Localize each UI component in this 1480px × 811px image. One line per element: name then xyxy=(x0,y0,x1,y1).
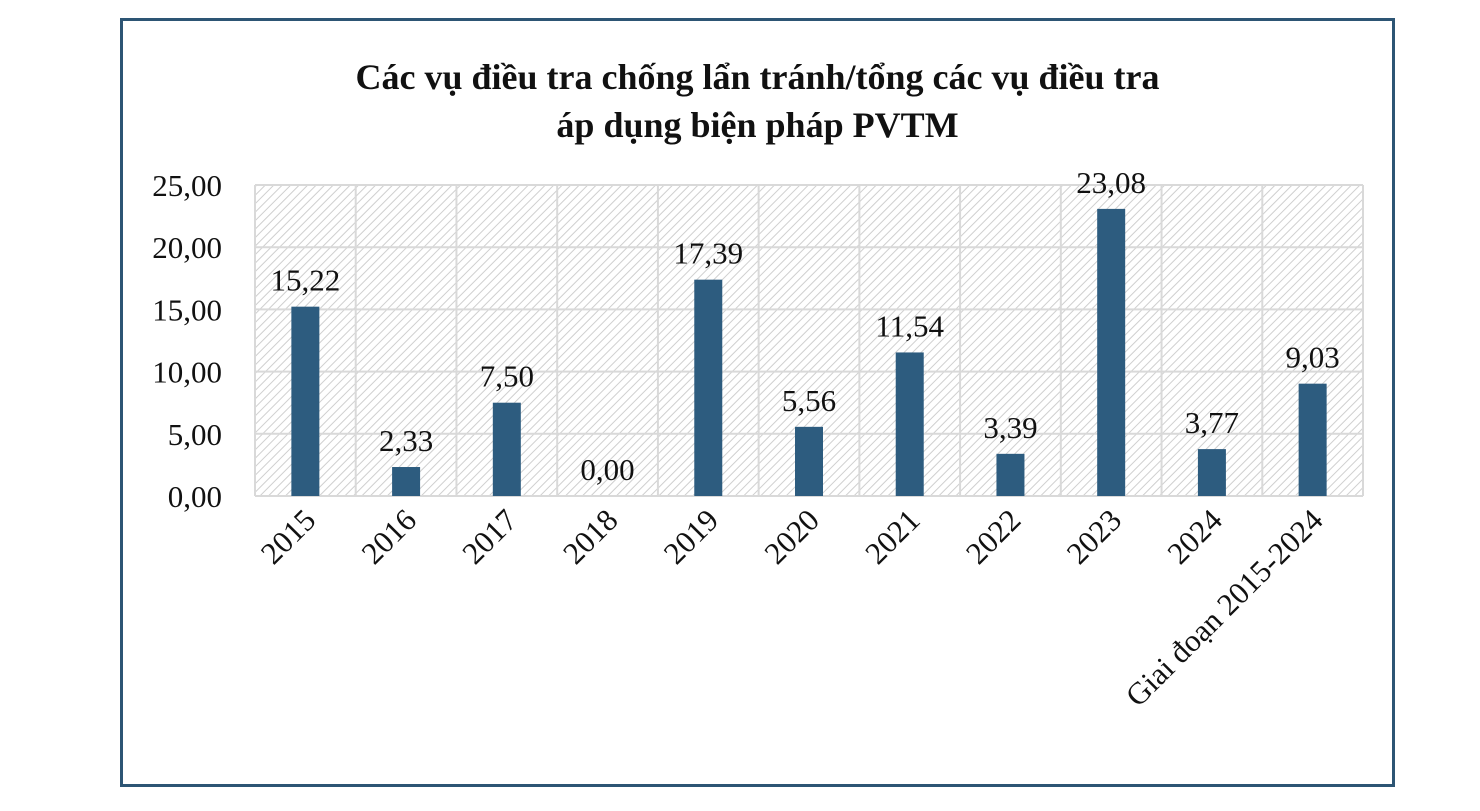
y-tick-label: 10,00 xyxy=(152,355,222,390)
data-label-2020: 5,56 xyxy=(782,383,836,418)
data-label-2017: 7,50 xyxy=(480,359,534,394)
x-axis-ticks: 2015 2016 2017 2018 2019 2020 2021 2022 2023 2024… xyxy=(254,502,1330,713)
data-label-2016: 2,33 xyxy=(379,423,433,458)
bars xyxy=(291,208,1327,496)
data-label-2021: 11,54 xyxy=(875,308,944,343)
x-tick-label: 2016 xyxy=(354,502,423,571)
data-label-Giai đoạn 2015-2024: 9,03 xyxy=(1286,340,1340,375)
data-labels: 15,22 2,33 7,50 0,00 17,39 5,56 11,54 3,39 23,08… xyxy=(270,165,1339,487)
chart-title-line-2: áp dụng biện pháp PVTM xyxy=(556,105,959,145)
x-tick-label: 2018 xyxy=(556,502,625,571)
data-label-2015: 15,22 xyxy=(270,263,340,298)
data-label-2018: 0,00 xyxy=(580,452,634,487)
y-tick-label: 25,00 xyxy=(152,168,222,203)
bar-2023 xyxy=(1097,208,1126,496)
x-tick-label: 2023 xyxy=(1060,502,1129,571)
y-axis-ticks: 0,00 5,00 10,00 15,00 20,00 25,00 xyxy=(152,168,222,514)
x-tick-label: 2024 xyxy=(1160,502,1229,571)
data-label-2022: 3,39 xyxy=(983,410,1037,445)
data-label-2023: 23,08 xyxy=(1076,165,1146,200)
bar-2016 xyxy=(392,467,421,496)
y-tick-label: 20,00 xyxy=(152,230,222,265)
bar-2024 xyxy=(1197,449,1226,496)
y-tick-label: 5,00 xyxy=(168,417,222,452)
bar-2015 xyxy=(291,306,320,496)
data-label-2024: 3,77 xyxy=(1185,405,1239,440)
bar-2022 xyxy=(996,453,1025,496)
y-tick-label: 0,00 xyxy=(168,479,222,514)
x-tick-label: 2021 xyxy=(858,502,927,571)
data-label-2019: 17,39 xyxy=(673,236,743,271)
bar-Giai đoạn 2015-2024 xyxy=(1298,383,1327,496)
x-tick-label: 2022 xyxy=(959,502,1028,571)
chart-title: Các vụ điều tra chống lẩn tránh/tổng các… xyxy=(123,53,1392,149)
x-tick-label: 2020 xyxy=(757,502,826,571)
chart-title-line-1: Các vụ điều tra chống lẩn tránh/tổng các… xyxy=(355,57,1160,97)
y-tick-label: 15,00 xyxy=(152,292,222,327)
bar-2019 xyxy=(694,279,723,496)
bar-2017 xyxy=(492,402,521,496)
x-tick-label: 2017 xyxy=(455,502,524,571)
bar-2021 xyxy=(895,352,924,496)
x-tick-label: 2015 xyxy=(254,502,323,571)
x-tick-label: 2019 xyxy=(657,502,726,571)
bar-2020 xyxy=(795,426,823,496)
x-tick-label: Giai đoạn 2015-2024 xyxy=(1119,502,1330,713)
